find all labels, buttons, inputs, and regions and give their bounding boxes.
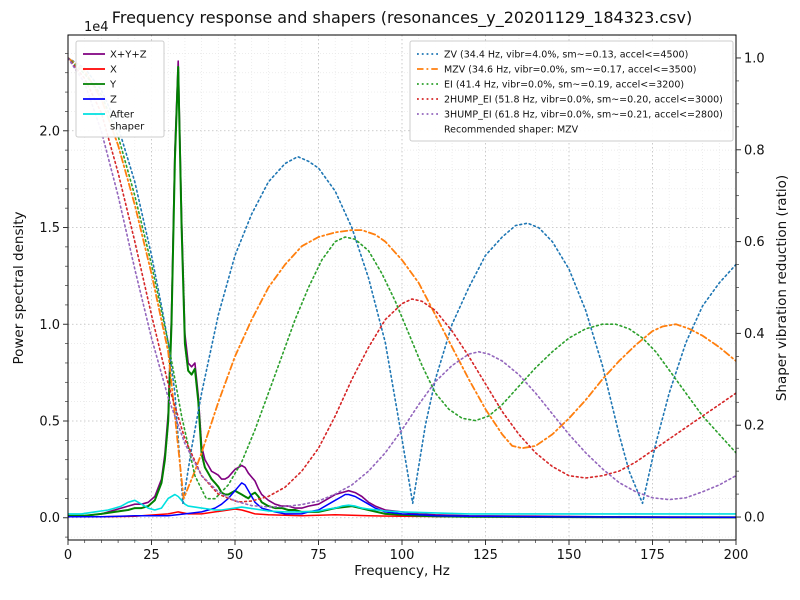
legend-left-label-2: Y	[109, 80, 117, 91]
y-right-tick-label: 0.8	[744, 143, 765, 158]
x-axis-label: Frequency, Hz	[354, 563, 450, 579]
chart-title: Frequency response and shapers (resonanc…	[111, 8, 693, 27]
series-z	[68, 482, 736, 519]
x-tick-label: 125	[473, 548, 498, 563]
y-right-axis-label: Shaper vibration reduction (ratio)	[774, 174, 790, 402]
x-tick-label: 200	[724, 548, 749, 563]
series-2hump_ei	[68, 57, 736, 503]
x-tick-label: 50	[227, 548, 244, 563]
legend-left: X+Y+Z XYZ After shaper	[75, 40, 165, 138]
series-3hump_ei	[68, 57, 736, 508]
x-tick-label: 150	[557, 548, 582, 563]
y-left-tick-label: 1.0	[39, 318, 60, 333]
legend-right-box	[409, 40, 734, 142]
y-left-scale-label: 1e4	[84, 20, 109, 35]
y-right-tick-label: 0.6	[744, 235, 765, 250]
tick-labels: 0 25 50 75 100 125 150 175 200 0.0 0.5 1.0 1.5 2.0 0.0…	[39, 51, 764, 563]
series-mzv	[68, 57, 736, 500]
legend-right-label-0: ZV (34.4 Hz, vibr=4.0%, sm~=0.13, accel<…	[444, 50, 688, 61]
series-ei	[68, 57, 736, 500]
x-tick-label: 75	[310, 548, 327, 563]
y-left-tick-label: 0.0	[39, 511, 60, 526]
x-tick-label: 100	[390, 548, 415, 563]
x-tick-label: 25	[143, 548, 160, 563]
ticks	[63, 53, 741, 545]
series-group	[68, 57, 736, 519]
legend-left-label-0: X+Y+Z	[110, 50, 147, 61]
legend-right-label-4: 3HUMP_EI (61.8 Hz, vibr=0.0%, sm~=0.21, …	[444, 110, 723, 121]
y-right-tick-label: 0.0	[744, 511, 765, 526]
legend-left-label-3: Z	[110, 95, 117, 106]
legend-left-label-4: After shaper	[110, 110, 145, 133]
legend-right-label-2: EI (41.4 Hz, vibr=0.0%, sm~=0.19, accel<…	[444, 80, 684, 91]
legend-right-label-1: MZV (34.6 Hz, vibr=0.0%, sm~=0.17, accel…	[444, 65, 696, 76]
y-right-tick-label: 0.4	[744, 327, 765, 342]
y-left-tick-label: 0.5	[39, 415, 60, 430]
x-tick-label: 175	[640, 548, 665, 563]
series-zv	[68, 57, 736, 505]
legend-left-label-1: X	[110, 65, 117, 76]
y-left-axis-label: Power spectral density	[11, 211, 27, 365]
x-tick-label: 0	[64, 548, 72, 563]
y-left-tick-label: 2.0	[39, 124, 60, 139]
y-right-tick-label: 0.2	[744, 419, 765, 434]
series-after-shaper	[68, 493, 736, 515]
y-right-tick-label: 1.0	[744, 51, 765, 66]
legend-right-label-5: Recommended shaper: MZV	[444, 125, 579, 136]
legend-left-box	[75, 40, 165, 138]
legend-right: ZV (34.4 Hz, vibr=4.0%, sm~=0.13, accel<…	[409, 40, 734, 142]
legend-right-label-3: 2HUMP_EI (51.8 Hz, vibr=0.0%, sm~=0.20, …	[444, 95, 723, 106]
y-left-tick-label: 1.5	[39, 221, 60, 236]
